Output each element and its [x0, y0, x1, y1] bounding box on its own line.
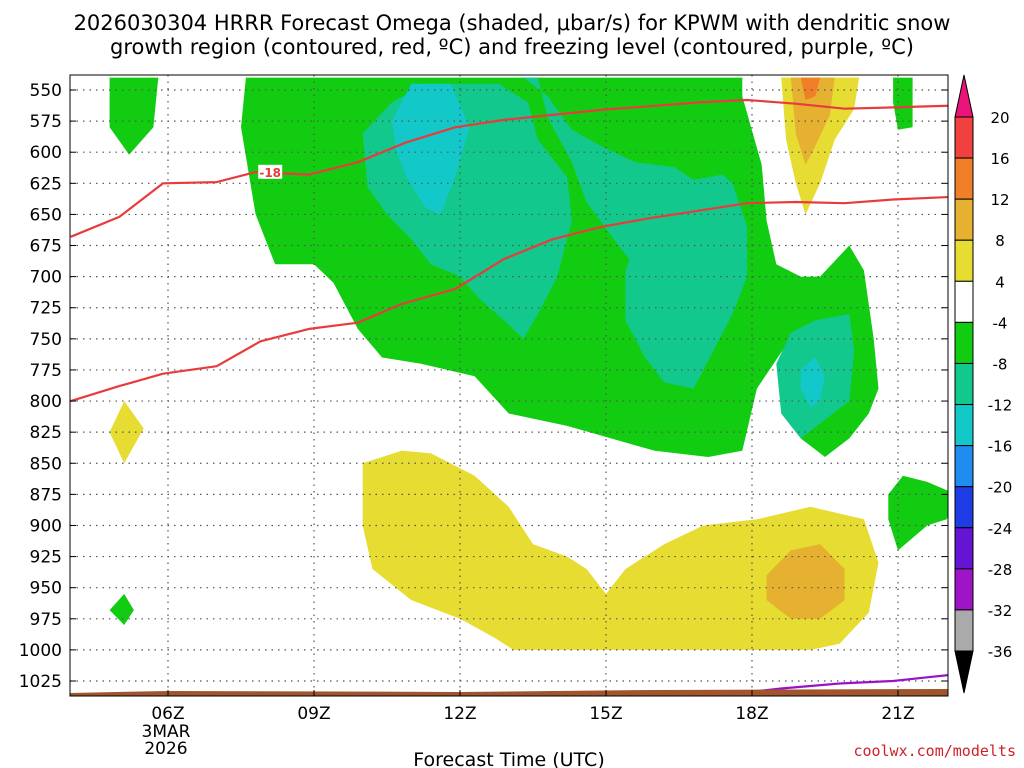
y-tick-label-p575: 575	[30, 112, 62, 132]
colorbar-label-5: -4	[993, 314, 1008, 332]
dgz-upper-isotherm-minus-18	[70, 98, 948, 238]
axis-ticks	[70, 89, 948, 696]
x-tick-label-h21: 21Z	[881, 704, 914, 724]
colorbar-swatch-3	[954, 198, 974, 241]
omega-region-upper-left-green-lobe	[109, 77, 159, 155]
colorbar-swatch-4	[954, 239, 974, 282]
y-tick-label-p1025: 1025	[19, 672, 62, 692]
colorbar-label-6: -8	[993, 355, 1008, 373]
omega-region-upper-right-orange-core	[800, 77, 821, 100]
omega-region-upper-right-gold-plume	[790, 77, 835, 165]
y-tick-label-p800: 800	[30, 392, 62, 412]
y-tick-label-p775: 775	[30, 361, 62, 381]
x-tick-sublabel-h6-1: 2026	[144, 739, 187, 759]
y-tick-label-p600: 600	[30, 143, 62, 163]
x-tick-label-h18: 18Z	[735, 704, 768, 724]
y-tick-label-p700: 700	[30, 268, 62, 288]
y-tick-label-p850: 850	[30, 454, 62, 474]
omega-region-lower-yellow-band	[362, 450, 879, 650]
colorbar-label-12: -32	[988, 602, 1013, 620]
colorbar-label-13: -36	[988, 643, 1013, 661]
colorbar-swatch-1	[954, 116, 974, 159]
colorbar-swatch-2	[954, 157, 974, 200]
colorbar-top-arrow	[954, 74, 974, 118]
terrain-band	[70, 688, 948, 696]
chart-title-line-2: growth region (contoured, red, ºC) and f…	[110, 35, 914, 59]
colorbar-label-9: -20	[988, 479, 1013, 497]
y-tick-label-p950: 950	[30, 579, 62, 599]
omega-shading	[109, 77, 948, 650]
y-tick-label-p625: 625	[30, 174, 62, 194]
colorbar-label-0: 20	[990, 109, 1009, 127]
x-tick-label-h9: 09Z	[297, 704, 330, 724]
colorbar-label-2: 12	[990, 191, 1009, 209]
colorbar-swatch-10	[954, 486, 974, 529]
y-tick-label-p675: 675	[30, 237, 62, 257]
dgz-upper-isotherm-minus-18-label-bg	[258, 164, 283, 179]
y-tick-label-p550: 550	[30, 81, 62, 101]
colorbar-label-8: -16	[988, 438, 1013, 456]
dgz-lower-isotherm-minus-12	[70, 195, 948, 403]
colorbar-bottom-arrow	[954, 650, 974, 694]
dgz-upper-isotherm-minus-18-label: -18	[259, 166, 281, 180]
y-tick-label-p875: 875	[30, 485, 62, 505]
colorbar: 20 16 12 8 4 -4 -8 -12 -16 -20 -24 -28 -32 -36	[954, 74, 1013, 694]
colorbar-label-7: -12	[988, 397, 1013, 415]
colorbar-swatch-5	[954, 280, 974, 323]
colorbar-swatch-9	[954, 445, 974, 488]
credit-text: coolwx.com/modelts	[853, 742, 1016, 760]
colorbar-swatch-13	[954, 609, 974, 652]
plot-area: -18	[70, 75, 948, 696]
chart-title-line-1: 2026030304 HRRR Forecast Omega (shaded, …	[74, 11, 951, 35]
terrain-layer	[70, 688, 948, 696]
y-tick-label-p925: 925	[30, 548, 62, 568]
y-tick-label-p1000: 1000	[19, 641, 62, 661]
y-axis-tick-labels: 550 575 600 625 650 675 700 725 750 775 800 825 850 8…	[19, 81, 62, 692]
colorbar-swatch-8	[954, 404, 974, 447]
plot-frame	[69, 74, 949, 697]
x-tick-label-h12: 12Z	[443, 704, 476, 724]
colorbar-label-10: -24	[988, 520, 1013, 538]
colorbar-swatch-12	[954, 568, 974, 611]
omega-region-lower-gold-pocket	[766, 544, 845, 619]
y-tick-label-p825: 825	[30, 423, 62, 443]
colorbar-label-1: 16	[990, 150, 1009, 168]
y-tick-label-p975: 975	[30, 610, 62, 630]
isotherm-lines: -18	[70, 98, 948, 696]
colorbar-label-4: 4	[995, 273, 1005, 291]
y-tick-label-p900: 900	[30, 516, 62, 536]
omega-region-upper-cyan-pocket	[391, 83, 470, 215]
omega-region-top-right-green-sliver	[893, 77, 913, 130]
colorbar-label-11: -28	[988, 561, 1013, 579]
colorbar-swatch-11	[954, 527, 974, 570]
omega-region-lower-left-green-diamond	[109, 593, 134, 625]
colorbar-swatch-6	[954, 321, 974, 364]
colorbar-swatch-7	[954, 362, 974, 406]
x-tick-label-h15: 15Z	[589, 704, 622, 724]
x-tick-label-h6: 06Z	[151, 704, 184, 724]
x-axis-label: Forecast Time (UTC)	[413, 749, 604, 768]
y-tick-label-p750: 750	[30, 330, 62, 350]
omega-region-right-teal-region	[625, 174, 748, 389]
y-tick-label-p725: 725	[30, 299, 62, 319]
colorbar-label-3: 8	[995, 232, 1005, 250]
omega-region-left-yellow-dot	[109, 401, 144, 464]
x-tick-sublabel-h6-0: 3MAR	[142, 722, 191, 742]
y-tick-label-p650: 650	[30, 205, 62, 225]
